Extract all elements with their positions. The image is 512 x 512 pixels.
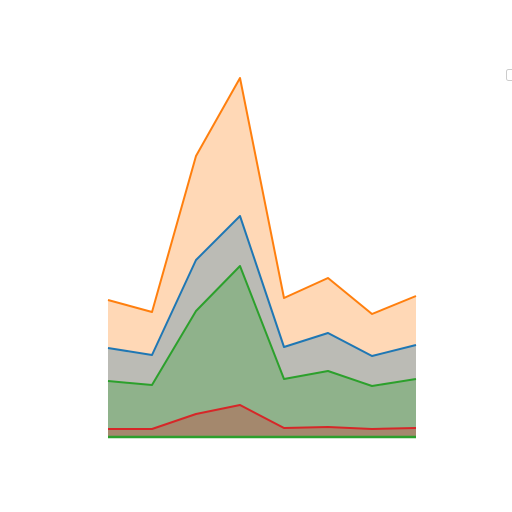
area-fill bbox=[108, 78, 416, 437]
area-fill bbox=[108, 266, 416, 437]
legend-box bbox=[506, 69, 512, 81]
area-fill bbox=[108, 216, 416, 437]
area-line bbox=[107, 215, 417, 357]
area-fill bbox=[108, 405, 416, 437]
area-line bbox=[108, 404, 417, 430]
area-line bbox=[107, 77, 417, 315]
area-line bbox=[107, 265, 417, 387]
